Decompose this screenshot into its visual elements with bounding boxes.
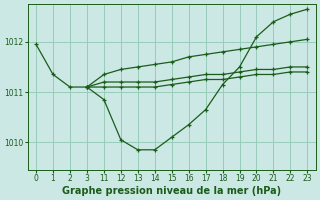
X-axis label: Graphe pression niveau de la mer (hPa): Graphe pression niveau de la mer (hPa) (62, 186, 281, 196)
